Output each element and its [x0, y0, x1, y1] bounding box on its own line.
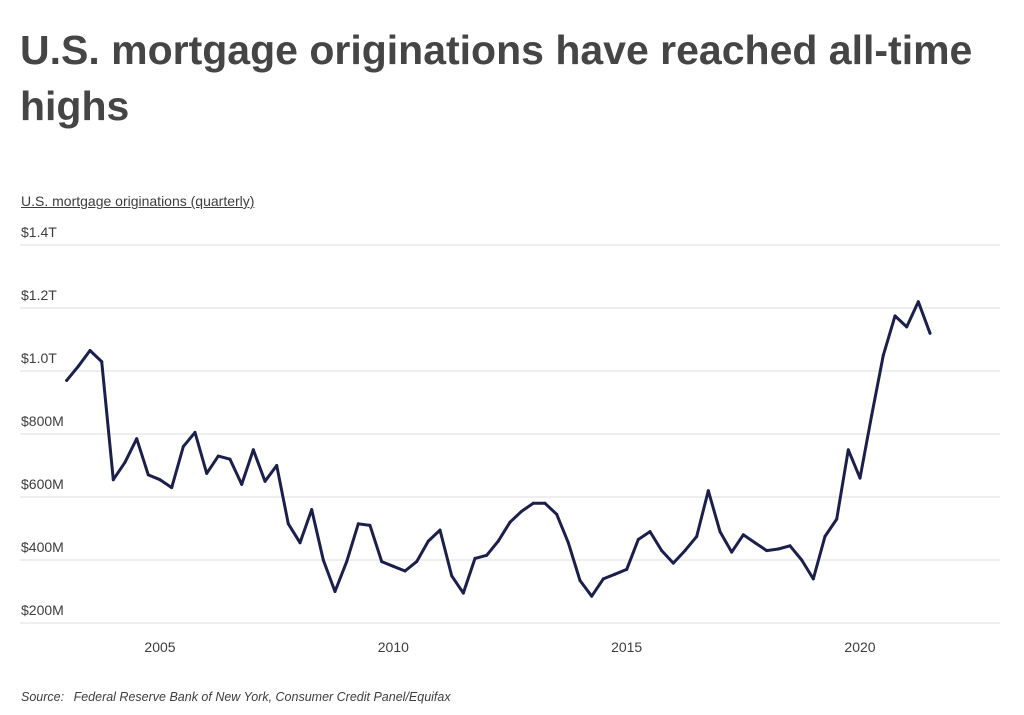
data-point: [100, 360, 104, 364]
y-tick-label: $1.4T: [21, 224, 57, 240]
y-tick-label: $600M: [21, 476, 64, 492]
source-text: Federal Reserve Bank of New York, Consum…: [73, 690, 451, 704]
y-tick-label: $200M: [21, 602, 64, 618]
data-point: [263, 479, 267, 483]
data-point: [636, 538, 640, 541]
data-point: [543, 501, 547, 505]
data-point: [800, 558, 804, 562]
data-point: [823, 534, 827, 538]
data-point: [193, 430, 197, 434]
data-point: [788, 544, 792, 548]
data-point: [310, 508, 314, 512]
data-point: [403, 569, 407, 573]
data-point: [170, 486, 174, 490]
data-point: [706, 489, 710, 493]
data-point: [391, 564, 395, 568]
data-point: [123, 460, 127, 464]
x-tick-label: 2015: [611, 639, 642, 655]
data-point: [601, 577, 605, 581]
data-point: [508, 520, 512, 524]
data-point: [298, 541, 302, 545]
data-point: [753, 541, 757, 545]
data-point: [858, 476, 862, 480]
data-point: [485, 553, 489, 557]
data-point: [380, 560, 384, 564]
y-tick-label: $1.2T: [21, 287, 57, 303]
data-point: [905, 325, 909, 329]
data-point: [590, 594, 594, 598]
chart-title: U.S. mortgage originations have reached …: [20, 27, 973, 129]
data-point: [415, 560, 419, 564]
data-point: [181, 445, 185, 449]
data-point: [578, 579, 582, 582]
y-tick-label: $400M: [21, 539, 64, 555]
x-tick-label: 2020: [844, 639, 875, 655]
data-point: [88, 349, 92, 352]
data-point: [275, 464, 279, 467]
data-point: [438, 528, 442, 532]
data-point: [111, 478, 115, 482]
series-line-0: [65, 300, 932, 598]
gridlines: [20, 244, 1000, 624]
data-point: [450, 574, 454, 578]
data-point: [426, 539, 430, 543]
data-point: [835, 517, 839, 521]
data-point: [846, 448, 850, 452]
data-point: [928, 331, 932, 335]
y-tick-label: $1.0T: [21, 350, 57, 366]
source-label: Source:: [21, 690, 65, 704]
x-tick-label: 2005: [144, 639, 175, 655]
data-point: [893, 314, 897, 318]
data-point: [695, 534, 699, 538]
data-point: [718, 530, 722, 534]
data-point: [613, 572, 617, 576]
data-point: [625, 567, 629, 571]
data-point: [741, 533, 745, 537]
data-point: [881, 353, 885, 357]
data-point: [135, 437, 139, 441]
y-axis-tick-labels: $1.4T $1.2T $1.0T $800M $600M $400M $200M: [21, 224, 64, 618]
data-point: [76, 364, 80, 368]
series-layer: [65, 300, 932, 598]
data-point: [356, 522, 360, 526]
data-point: [555, 512, 559, 516]
data-point: [520, 509, 524, 513]
data-point: [286, 522, 290, 526]
data-point: [65, 378, 69, 382]
data-point: [216, 454, 220, 458]
data-point: [916, 300, 920, 304]
data-point: [660, 549, 664, 553]
data-point: [240, 482, 244, 486]
data-point: [776, 547, 780, 551]
data-point: [765, 549, 769, 553]
data-point: [345, 560, 349, 564]
line-chart: $1.4T $1.2T $1.0T $800M $600M $400M $200M 2005…: [20, 224, 1000, 655]
data-point: [870, 413, 874, 417]
data-point: [473, 556, 477, 560]
data-point: [251, 448, 255, 452]
data-point: [811, 577, 815, 581]
data-point: [333, 590, 337, 593]
data-point: [158, 478, 162, 482]
source-note: Source: Federal Reserve Bank of New York…: [21, 690, 451, 704]
data-point: [205, 471, 209, 475]
data-point: [321, 558, 325, 562]
data-point: [671, 561, 675, 565]
data-point: [228, 457, 232, 461]
data-point: [730, 550, 734, 554]
data-point: [531, 501, 535, 505]
data-point: [461, 591, 465, 595]
data-point: [496, 539, 500, 543]
data-point: [683, 549, 687, 553]
x-axis-tick-labels: 2005 2010 2015 2020: [144, 639, 875, 655]
x-tick-label: 2010: [378, 639, 409, 655]
data-point: [648, 530, 652, 534]
data-point: [146, 473, 150, 477]
y-tick-label: $800M: [21, 413, 64, 429]
data-point: [368, 523, 372, 527]
chart-subtitle: U.S. mortgage originations (quarterly): [21, 193, 255, 209]
data-point: [566, 541, 570, 545]
